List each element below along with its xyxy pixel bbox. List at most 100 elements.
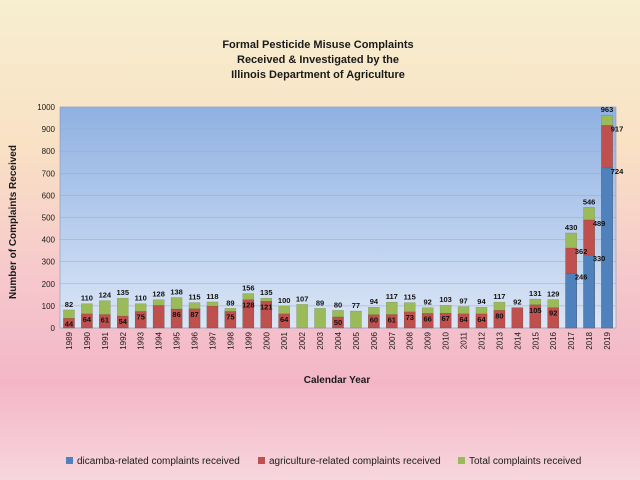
total-label: 77: [352, 301, 360, 310]
x-tick-label: 2007: [388, 331, 397, 349]
total-label: 89: [226, 298, 234, 307]
total-label: 80: [334, 300, 342, 309]
agriculture-label: 73: [406, 313, 414, 322]
x-tick-label: 2008: [406, 331, 415, 349]
total-label: 963: [601, 105, 614, 114]
x-tick-label: 2004: [334, 331, 343, 349]
y-tick-label: 300: [42, 258, 56, 267]
gridlines: [60, 106, 616, 329]
y-tick-label: 700: [42, 169, 56, 178]
agriculture-label: 75: [226, 312, 234, 321]
y-tick-label: 600: [42, 191, 56, 200]
chart-title: Formal Pesticide Misuse Complaints Recei…: [222, 39, 413, 81]
x-tick-label: 1994: [155, 331, 164, 349]
total-label: 94: [370, 297, 379, 306]
agriculture-label: 92: [549, 309, 557, 318]
agriculture-bar: [368, 314, 380, 329]
agriculture-bar: [332, 316, 344, 329]
x-tick-label: 2014: [513, 331, 522, 349]
legend-item: Total complaints received: [458, 456, 581, 467]
agriculture-bar: [99, 314, 111, 329]
total-bar: [350, 310, 362, 329]
agriculture-bar: [475, 313, 488, 329]
x-tick-label: 1996: [191, 331, 200, 349]
agriculture-label: 44: [65, 319, 74, 328]
agriculture-label: 67: [441, 314, 449, 323]
x-tick-label: 1992: [119, 331, 128, 349]
title-line-3: Illinois Department of Agriculture: [231, 69, 405, 81]
agriculture-label: 86: [172, 310, 180, 319]
total-label: 115: [404, 293, 416, 302]
agriculture-label: 64: [280, 315, 289, 324]
x-axis-title: Calendar Year: [304, 375, 371, 386]
agriculture-bar: [278, 313, 290, 329]
legend: dicamba-related complaints received agric…: [66, 456, 581, 467]
agriculture-label: 64: [477, 315, 486, 324]
agriculture-label: 105: [529, 306, 542, 315]
agriculture-label: 66: [424, 314, 432, 323]
dicamba-bar: [583, 254, 595, 329]
x-tick-label: 2013: [495, 331, 504, 349]
legend-label: agriculture-related complaints received: [269, 456, 441, 467]
agriculture-bar: [152, 305, 165, 329]
x-tick-label: 1998: [226, 331, 235, 349]
total-label: 118: [206, 292, 218, 301]
agriculture-bar: [170, 308, 183, 329]
agriculture-bar: [224, 311, 237, 329]
y-tick-label: 100: [42, 302, 56, 311]
total-label: 110: [135, 294, 147, 303]
dicamba-bar: [601, 167, 613, 329]
legend-swatch: [458, 457, 465, 464]
agriculture-bar: [206, 305, 219, 329]
total-bar: [314, 308, 326, 329]
agriculture-bar: [439, 312, 452, 329]
agriculture-label: 917: [611, 124, 624, 133]
y-axis-ticks: 0 100 200 300 400 500 600 700 800 900 1000: [37, 103, 55, 333]
agriculture-label: 362: [575, 247, 588, 256]
x-tick-label: 2006: [370, 331, 379, 349]
total-label: 138: [170, 288, 183, 297]
x-tick-label: 1990: [83, 331, 92, 349]
x-axis-ticks: 1989 1990 1991 1992 1993 1994 1995 1996 1997 1998…: [65, 331, 612, 349]
dicamba-label: 724: [611, 167, 624, 176]
agriculture-bar: [63, 318, 75, 329]
agriculture-label: 121: [260, 302, 273, 311]
total-bar: [296, 304, 308, 329]
y-tick-label: 900: [42, 125, 56, 134]
x-tick-label: 2005: [352, 331, 361, 349]
dicamba-label: 246: [575, 273, 588, 282]
x-tick-label: 1999: [244, 331, 253, 349]
total-label: 124: [99, 291, 112, 300]
x-tick-label: 2001: [280, 331, 289, 349]
agriculture-label: 489: [593, 219, 606, 228]
bars: [63, 114, 613, 329]
total-label: 129: [547, 289, 560, 298]
agriculture-label: 87: [190, 310, 198, 319]
agriculture-bar: [188, 308, 201, 329]
x-tick-label: 2012: [477, 331, 486, 349]
dicamba-label: 330: [593, 254, 606, 263]
x-tick-label: 2018: [585, 331, 594, 349]
agriculture-label: 61: [388, 316, 396, 325]
y-tick-label: 400: [42, 236, 56, 245]
agriculture-bar: [457, 313, 470, 329]
y-tick-label: 500: [42, 214, 56, 223]
agriculture-label: 64: [83, 315, 92, 324]
dicamba-bar: [565, 273, 577, 329]
agriculture-bar: [386, 314, 398, 329]
agriculture-bar: [511, 307, 524, 329]
y-tick-label: 800: [42, 147, 56, 156]
agriculture-label: 60: [370, 316, 378, 325]
total-label: 135: [117, 288, 130, 297]
agriculture-bar: [260, 301, 273, 329]
x-tick-label: 2003: [316, 331, 325, 349]
agriculture-label: 54: [119, 317, 128, 326]
total-label: 128: [152, 290, 165, 299]
legend-item: dicamba-related complaints received: [66, 456, 240, 467]
total-label: 117: [493, 292, 505, 301]
agriculture-bar: [421, 313, 434, 329]
legend-item: agriculture-related complaints received: [258, 456, 441, 467]
agriculture-label: 64: [459, 315, 468, 324]
agriculture-bar: [547, 307, 559, 329]
